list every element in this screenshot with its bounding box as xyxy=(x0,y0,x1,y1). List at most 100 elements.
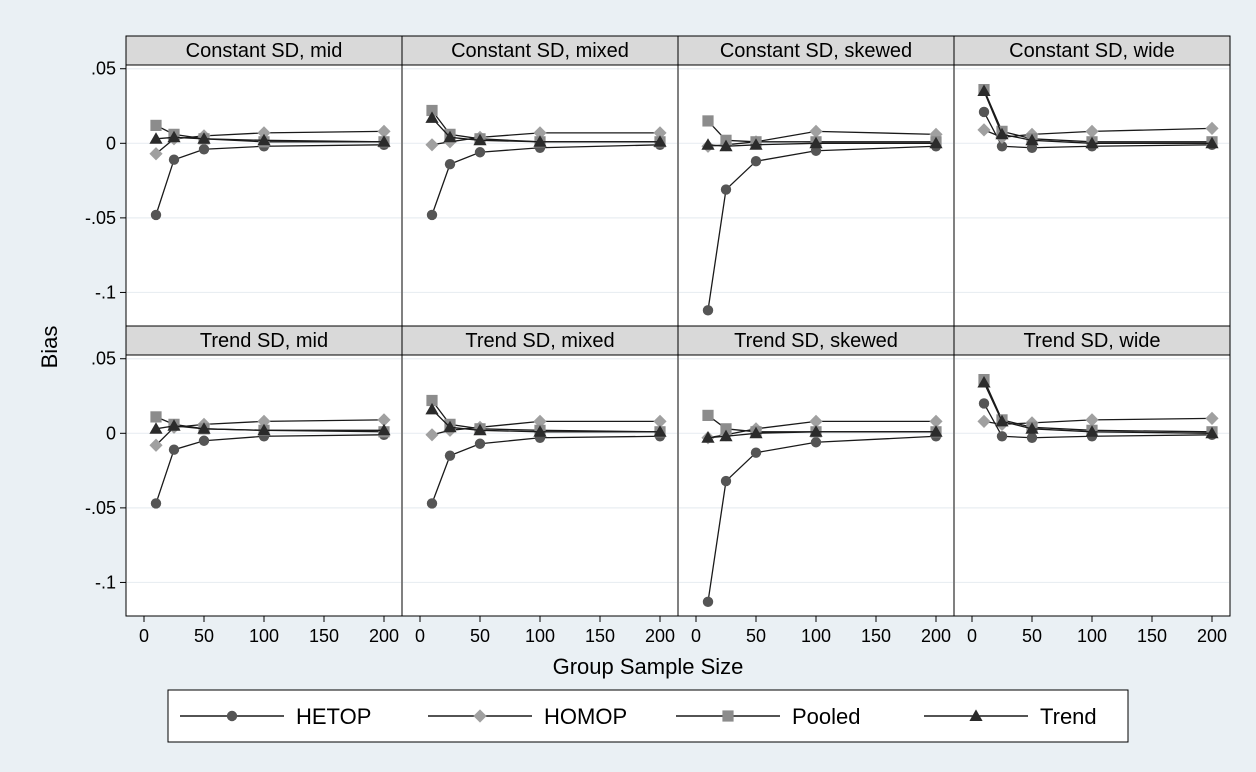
data-point-hetop-25 xyxy=(996,141,1008,152)
x-tick-label: 0 xyxy=(139,626,149,646)
data-point-homop-10 xyxy=(425,428,439,442)
data-point-homop-200 xyxy=(653,414,667,428)
data-point-trend-200 xyxy=(929,425,943,437)
data-point-trend-200 xyxy=(929,136,943,149)
data-point-trend-50 xyxy=(197,132,211,144)
data-point-hetop-50 xyxy=(1026,432,1038,443)
data-point-trend-25 xyxy=(167,419,181,431)
panel-header xyxy=(125,35,403,66)
data-point-trend-10 xyxy=(977,375,991,388)
data-point-hetop-10 xyxy=(150,498,162,509)
x-tick-label: 150 xyxy=(861,626,891,646)
x-tick-label: 0 xyxy=(415,626,425,646)
series-trend xyxy=(701,136,943,152)
y-tick-label: -.05 xyxy=(85,498,116,518)
data-point-hetop-10 xyxy=(978,106,990,118)
data-point-hetop-100 xyxy=(810,437,822,448)
data-point-pooled-10 xyxy=(702,115,714,127)
series-trend xyxy=(149,419,391,436)
data-point-hetop-50 xyxy=(474,438,486,449)
x-tick-label: 0 xyxy=(967,626,977,646)
data-point-trend-200 xyxy=(653,135,667,147)
data-point-trend-200 xyxy=(377,135,391,147)
panel-trend-sd-skewed: Trend SD, skewed xyxy=(677,325,955,617)
panel-title: Constant SD, mid xyxy=(186,40,343,62)
data-point-homop-100 xyxy=(809,124,823,138)
data-point-hetop-10 xyxy=(426,209,438,221)
panel-constant-sd-mid: Constant SD, mid xyxy=(125,35,403,327)
data-point-homop-100 xyxy=(257,414,271,428)
chart-panels: Constant SD, mid Constant SD, mixed Consta… xyxy=(125,35,1231,617)
data-point-hetop-10 xyxy=(150,209,162,221)
data-point-trend-100 xyxy=(257,423,271,436)
y-tick-label: 0 xyxy=(106,133,116,153)
panel-plot-area xyxy=(953,64,1231,327)
data-point-homop-100 xyxy=(1085,413,1099,427)
x-tick-label: 150 xyxy=(585,626,615,646)
data-point-hetop-25 xyxy=(720,184,732,195)
panel-trend-sd-mixed: Trend SD, mixed xyxy=(401,325,679,617)
data-point-trend-50 xyxy=(749,138,763,150)
data-point-trend-50 xyxy=(749,426,763,439)
data-point-homop-100 xyxy=(809,414,823,428)
x-tick-label: 200 xyxy=(645,626,675,646)
panel-plot-area xyxy=(401,64,679,327)
data-point-trend-100 xyxy=(1085,425,1099,437)
legend-item-pooled: Pooled xyxy=(676,704,861,729)
panel-title: Constant SD, wide xyxy=(1009,40,1175,62)
data-point-homop-200 xyxy=(929,414,943,428)
panel-constant-sd-skewed: Constant SD, skewed xyxy=(677,35,955,327)
data-point-hetop-25 xyxy=(444,158,456,170)
panel-plot-area xyxy=(953,354,1231,617)
legend-marker-square xyxy=(722,710,734,722)
data-point-hetop-50 xyxy=(750,447,762,458)
data-point-trend-200 xyxy=(1205,136,1219,149)
legend-label: Pooled xyxy=(792,704,861,729)
panel-trend-sd-wide: Trend SD, wide xyxy=(953,325,1231,617)
x-tick-label: 200 xyxy=(921,626,951,646)
data-point-trend-100 xyxy=(533,425,547,437)
data-point-trend-25 xyxy=(719,139,733,152)
data-point-trend-200 xyxy=(653,425,667,437)
data-point-hetop-10 xyxy=(702,596,714,608)
y-tick-label: .05 xyxy=(91,59,116,79)
data-point-trend-100 xyxy=(533,135,547,147)
x-tick-label: 100 xyxy=(525,626,555,646)
legend-item-hetop: HETOP xyxy=(180,704,371,729)
y-tick-label: -.05 xyxy=(85,208,116,228)
legend-marker-circle xyxy=(226,710,238,722)
data-point-trend-25 xyxy=(719,429,733,442)
data-point-homop-100 xyxy=(257,126,271,140)
data-point-trend-200 xyxy=(377,423,391,436)
data-point-trend-10 xyxy=(701,138,715,150)
data-point-homop-100 xyxy=(533,126,547,140)
x-tick-label: 100 xyxy=(801,626,831,646)
data-point-pooled-10 xyxy=(150,411,162,423)
x-tick-label: 0 xyxy=(691,626,701,646)
data-point-trend-200 xyxy=(1205,426,1219,439)
legend-marker-diamond xyxy=(473,709,487,723)
data-point-homop-10 xyxy=(977,123,991,137)
data-point-hetop-25 xyxy=(168,154,180,165)
x-tick-label: 50 xyxy=(470,626,490,646)
panel-title: Constant SD, skewed xyxy=(720,40,912,62)
x-axis-title: Group Sample Size xyxy=(553,654,744,679)
data-point-hetop-10 xyxy=(978,398,990,409)
data-point-hetop-50 xyxy=(474,147,486,158)
data-point-trend-25 xyxy=(995,127,1009,140)
legend-item-homop: HOMOP xyxy=(428,704,627,729)
legend-label: HETOP xyxy=(296,704,371,729)
y-axis-title: Bias xyxy=(37,326,62,369)
data-point-trend-100 xyxy=(809,136,823,149)
series-trend xyxy=(425,402,667,437)
data-point-pooled-10 xyxy=(426,394,438,407)
series-trend xyxy=(425,111,667,147)
panel-header xyxy=(125,325,403,356)
data-point-trend-10 xyxy=(149,132,163,144)
data-point-homop-200 xyxy=(377,124,391,138)
x-tick-label: 150 xyxy=(309,626,339,646)
chart-axes: .05 0 -.05 -.1 .05 0 -.05 -.1 0 50 100 150 200 0 50 100… xyxy=(85,59,1227,646)
panel-header xyxy=(953,325,1231,356)
y-tick-label: -.1 xyxy=(95,282,116,302)
